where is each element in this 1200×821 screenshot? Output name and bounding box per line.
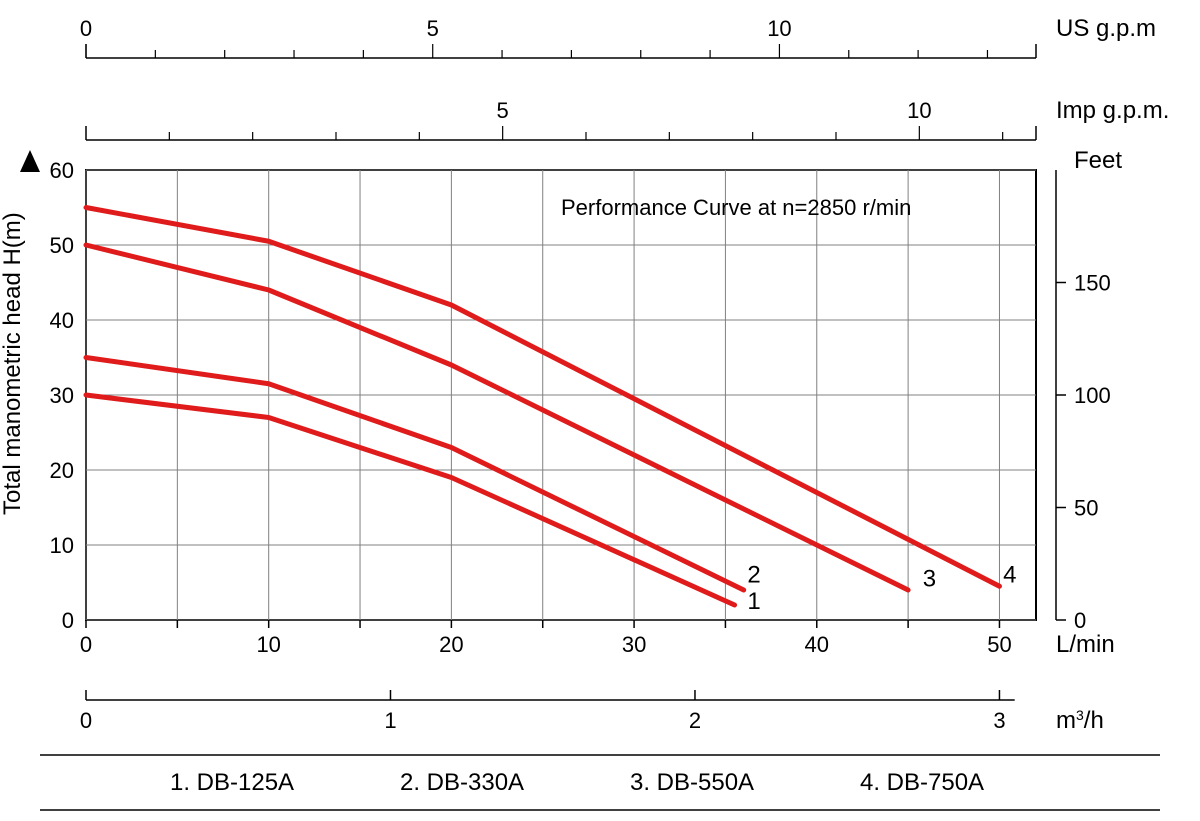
y-tick-label: 0 (62, 608, 74, 633)
curve-3 (86, 245, 908, 590)
y-tick-label: 40 (50, 308, 74, 333)
y-axis-title: Total manometric head H(m) (0, 212, 26, 515)
curve-end-label-2: 2 (747, 562, 760, 589)
y-tick-label: 20 (50, 458, 74, 483)
legend-item-4: 4. DB-750A (860, 769, 984, 796)
m3h-tick-label: 3 (993, 708, 1005, 733)
chart-container: { "canvas": { "width": 1200, "height": 8… (0, 0, 1200, 821)
m3h-tick-label: 2 (689, 708, 701, 733)
chart-svg: 1234Performance Curve at n=2850 r/min010… (0, 0, 1200, 821)
right-y-tick-label: 100 (1074, 383, 1111, 408)
curve-end-label-1: 1 (747, 588, 760, 615)
right-y-label: Feet (1074, 147, 1122, 174)
x-axis-label-impgpm: Imp g.p.m. (1056, 97, 1169, 124)
curve-1 (86, 395, 735, 605)
y-axis-arrow-icon (20, 150, 40, 172)
impgpm-tick-label: 10 (907, 98, 931, 123)
x-tick-label: 20 (439, 632, 463, 657)
x-tick-label: 10 (256, 632, 280, 657)
m3h-tick-label: 0 (80, 708, 92, 733)
x-axis-label-usgpm: US g.p.m (1056, 15, 1156, 42)
impgpm-tick-label: 5 (497, 98, 509, 123)
legend-item-3: 3. DB-550A (630, 769, 754, 796)
usgpm-tick-label: 0 (80, 16, 92, 41)
m3h-tick-label: 1 (384, 708, 396, 733)
x-tick-label: 50 (987, 632, 1011, 657)
y-tick-label: 50 (50, 233, 74, 258)
curve-2 (86, 358, 744, 591)
right-y-tick-label: 0 (1074, 608, 1086, 633)
y-tick-label: 10 (50, 533, 74, 558)
x-tick-label: 40 (805, 632, 829, 657)
right-y-tick-label: 150 (1074, 271, 1111, 296)
chart-note: Performance Curve at n=2850 r/min (561, 195, 911, 220)
x-tick-label: 0 (80, 632, 92, 657)
x-tick-label: 30 (622, 632, 646, 657)
usgpm-tick-label: 10 (767, 16, 791, 41)
legend-item-2: 2. DB-330A (400, 769, 524, 796)
x-axis-label-lmin: L/min (1056, 631, 1115, 658)
y-tick-label: 30 (50, 383, 74, 408)
curve-end-label-4: 4 (1003, 562, 1016, 589)
usgpm-tick-label: 5 (427, 16, 439, 41)
right-y-tick-label: 50 (1074, 496, 1098, 521)
curve-end-label-3: 3 (923, 565, 936, 592)
y-tick-label: 60 (50, 158, 74, 183)
legend-item-1: 1. DB-125A (170, 769, 294, 796)
x-axis-label-m3h: m3/h (1056, 707, 1104, 734)
